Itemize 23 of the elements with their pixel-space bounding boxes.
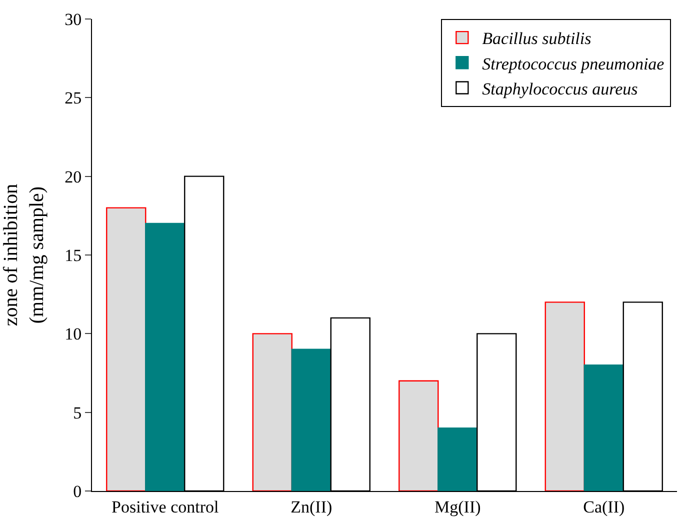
legend-label: Bacillus subtilis [482,29,592,48]
y-axis-title: zone of inhibition (mm/mg sample) [0,184,48,326]
legend-label: Streptococcus pneumoniae [482,54,665,74]
x-tick-label: Positive control [112,497,219,516]
bar [438,427,478,491]
x-tick-label: Mg(II) [434,497,481,516]
y-tick-label: 25 [64,88,82,108]
y-tick-label: 0 [73,482,82,501]
bar [584,364,624,491]
y-tick-label: 20 [64,167,82,186]
bar [106,207,146,491]
x-tick-label: Zn(II) [290,497,332,516]
bar [252,333,292,491]
bar [145,222,186,491]
x-tick-label: Ca(II) [583,497,625,516]
y-tick-label: 15 [64,246,82,265]
y-tick-label: 10 [64,324,82,344]
bar [398,380,439,491]
legend-label: Staphylococcus aureus [482,79,638,98]
y-tick-label: 5 [73,403,82,422]
y-tick-label: 30 [64,10,82,29]
bar [291,348,332,491]
bar [544,302,585,491]
